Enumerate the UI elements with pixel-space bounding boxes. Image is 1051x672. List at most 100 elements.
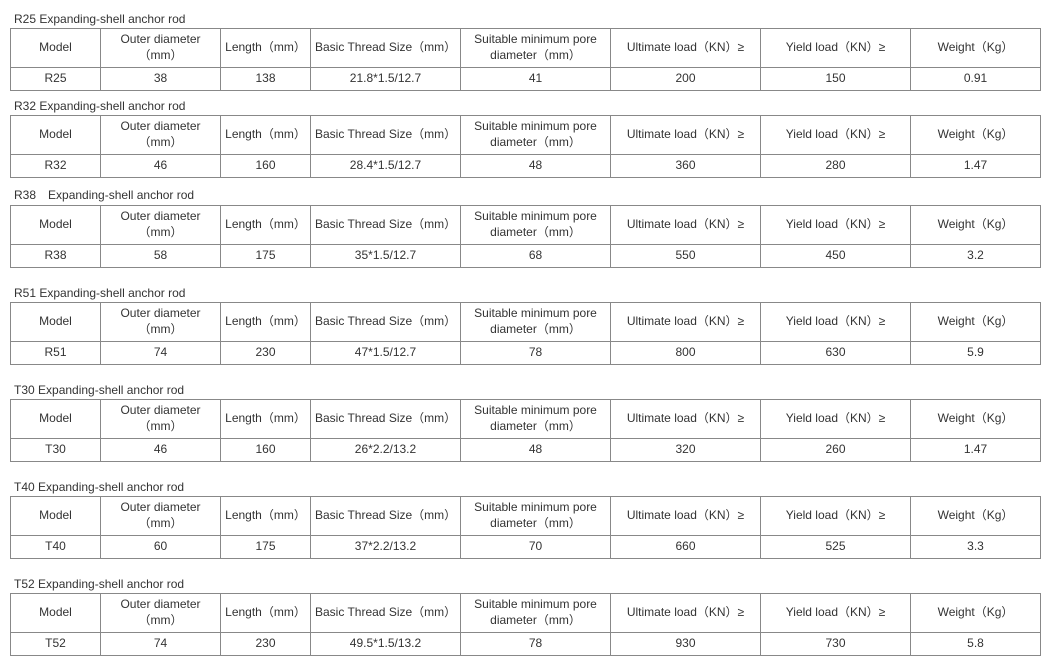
data-row: T527423049.5*1.5/13.2789307305.8: [11, 633, 1041, 656]
ultimate-load-header: Ultimate load（KN）≥: [611, 116, 761, 155]
pore-diameter-cell: 48: [461, 155, 611, 178]
yield-load-cell: 260: [761, 439, 911, 462]
length-header: Length（mm）: [221, 303, 311, 342]
length-header: Length（mm）: [221, 497, 311, 536]
thread-size-cell: 28.4*1.5/12.7: [311, 155, 461, 178]
ultimate-load-cell: 550: [611, 245, 761, 268]
thread-size-cell: 37*2.2/13.2: [311, 536, 461, 559]
pore-diameter-cell: 78: [461, 633, 611, 656]
yield-load-header: Yield load（KN）≥: [761, 497, 911, 536]
thread-size-cell: 21.8*1.5/12.7: [311, 68, 461, 91]
outer-diameter-cell: 46: [101, 439, 221, 462]
spec-section: T52 Expanding-shell anchor rodModelOuter…: [10, 575, 1041, 656]
ultimate-load-header: Ultimate load（KN）≥: [611, 594, 761, 633]
outer-diameter-header: Outer diameter（mm）: [101, 303, 221, 342]
thread-size-cell: 26*2.2/13.2: [311, 439, 461, 462]
header-row: ModelOuter diameter（mm）Length（mm）Basic T…: [11, 400, 1041, 439]
header-row: ModelOuter diameter（mm）Length（mm）Basic T…: [11, 29, 1041, 68]
yield-load-cell: 450: [761, 245, 911, 268]
weight-cell: 1.47: [911, 155, 1041, 178]
length-cell: 175: [221, 245, 311, 268]
outer-diameter-cell: 46: [101, 155, 221, 178]
model-cell: T52: [11, 633, 101, 656]
header-row: ModelOuter diameter（mm）Length（mm）Basic T…: [11, 206, 1041, 245]
spec-tables-container: R25 Expanding-shell anchor rodModelOuter…: [10, 10, 1041, 656]
outer-diameter-cell: 74: [101, 342, 221, 365]
header-row: ModelOuter diameter（mm）Length（mm）Basic T…: [11, 303, 1041, 342]
length-cell: 230: [221, 633, 311, 656]
spec-table: ModelOuter diameter（mm）Length（mm）Basic T…: [10, 302, 1041, 365]
ultimate-load-header: Ultimate load（KN）≥: [611, 400, 761, 439]
spec-section: R51 Expanding-shell anchor rodModelOuter…: [10, 284, 1041, 365]
weight-header: Weight（Kg）: [911, 594, 1041, 633]
ultimate-load-cell: 320: [611, 439, 761, 462]
weight-header: Weight（Kg）: [911, 116, 1041, 155]
data-row: R517423047*1.5/12.7788006305.9: [11, 342, 1041, 365]
pore-diameter-header: Suitable minimum pore diameter（mm）: [461, 594, 611, 633]
outer-diameter-cell: 74: [101, 633, 221, 656]
section-title: R32 Expanding-shell anchor rod: [10, 97, 1041, 115]
thread-size-cell: 47*1.5/12.7: [311, 342, 461, 365]
ultimate-load-cell: 800: [611, 342, 761, 365]
spec-table: ModelOuter diameter（mm）Length（mm）Basic T…: [10, 399, 1041, 462]
yield-load-cell: 525: [761, 536, 911, 559]
length-header: Length（mm）: [221, 29, 311, 68]
spec-section: T40 Expanding-shell anchor rodModelOuter…: [10, 478, 1041, 559]
pore-diameter-header: Suitable minimum pore diameter（mm）: [461, 206, 611, 245]
yield-load-header: Yield load（KN）≥: [761, 29, 911, 68]
model-header: Model: [11, 206, 101, 245]
pore-diameter-cell: 78: [461, 342, 611, 365]
weight-cell: 3.3: [911, 536, 1041, 559]
model-cell: R32: [11, 155, 101, 178]
spec-section: R25 Expanding-shell anchor rodModelOuter…: [10, 10, 1041, 91]
weight-cell: 3.2: [911, 245, 1041, 268]
weight-cell: 5.8: [911, 633, 1041, 656]
spec-section: T30 Expanding-shell anchor rodModelOuter…: [10, 381, 1041, 462]
yield-load-cell: 150: [761, 68, 911, 91]
model-header: Model: [11, 29, 101, 68]
section-title: R25 Expanding-shell anchor rod: [10, 10, 1041, 28]
model-header: Model: [11, 497, 101, 536]
thread-size-header: Basic Thread Size（mm）: [311, 206, 461, 245]
outer-diameter-header: Outer diameter（mm）: [101, 594, 221, 633]
pore-diameter-header: Suitable minimum pore diameter（mm）: [461, 303, 611, 342]
thread-size-cell: 35*1.5/12.7: [311, 245, 461, 268]
ultimate-load-cell: 360: [611, 155, 761, 178]
weight-cell: 0.91: [911, 68, 1041, 91]
thread-size-header: Basic Thread Size（mm）: [311, 594, 461, 633]
yield-load-cell: 730: [761, 633, 911, 656]
yield-load-header: Yield load（KN）≥: [761, 116, 911, 155]
section-gap: [10, 274, 1041, 284]
section-title: R38 Expanding-shell anchor rod: [10, 184, 1041, 205]
pore-diameter-header: Suitable minimum pore diameter（mm）: [461, 497, 611, 536]
thread-size-header: Basic Thread Size（mm）: [311, 400, 461, 439]
weight-header: Weight（Kg）: [911, 29, 1041, 68]
spec-table: ModelOuter diameter（mm）Length（mm）Basic T…: [10, 115, 1041, 178]
yield-load-header: Yield load（KN）≥: [761, 594, 911, 633]
data-row: R253813821.8*1.5/12.7412001500.91: [11, 68, 1041, 91]
length-cell: 175: [221, 536, 311, 559]
length-cell: 160: [221, 439, 311, 462]
model-header: Model: [11, 594, 101, 633]
section-gap: [10, 468, 1041, 478]
yield-load-header: Yield load（KN）≥: [761, 400, 911, 439]
pore-diameter-header: Suitable minimum pore diameter（mm）: [461, 116, 611, 155]
weight-cell: 1.47: [911, 439, 1041, 462]
outer-diameter-header: Outer diameter（mm）: [101, 400, 221, 439]
outer-diameter-header: Outer diameter（mm）: [101, 497, 221, 536]
pore-diameter-header: Suitable minimum pore diameter（mm）: [461, 29, 611, 68]
yield-load-header: Yield load（KN）≥: [761, 206, 911, 245]
data-row: T406017537*2.2/13.2706605253.3: [11, 536, 1041, 559]
model-cell: R25: [11, 68, 101, 91]
weight-header: Weight（Kg）: [911, 206, 1041, 245]
spec-section: R32 Expanding-shell anchor rodModelOuter…: [10, 97, 1041, 178]
ultimate-load-cell: 200: [611, 68, 761, 91]
header-row: ModelOuter diameter（mm）Length（mm）Basic T…: [11, 116, 1041, 155]
pore-diameter-cell: 48: [461, 439, 611, 462]
weight-header: Weight（Kg）: [911, 400, 1041, 439]
model-header: Model: [11, 400, 101, 439]
weight-header: Weight（Kg）: [911, 303, 1041, 342]
spec-table: ModelOuter diameter（mm）Length（mm）Basic T…: [10, 28, 1041, 91]
model-header: Model: [11, 303, 101, 342]
weight-header: Weight（Kg）: [911, 497, 1041, 536]
